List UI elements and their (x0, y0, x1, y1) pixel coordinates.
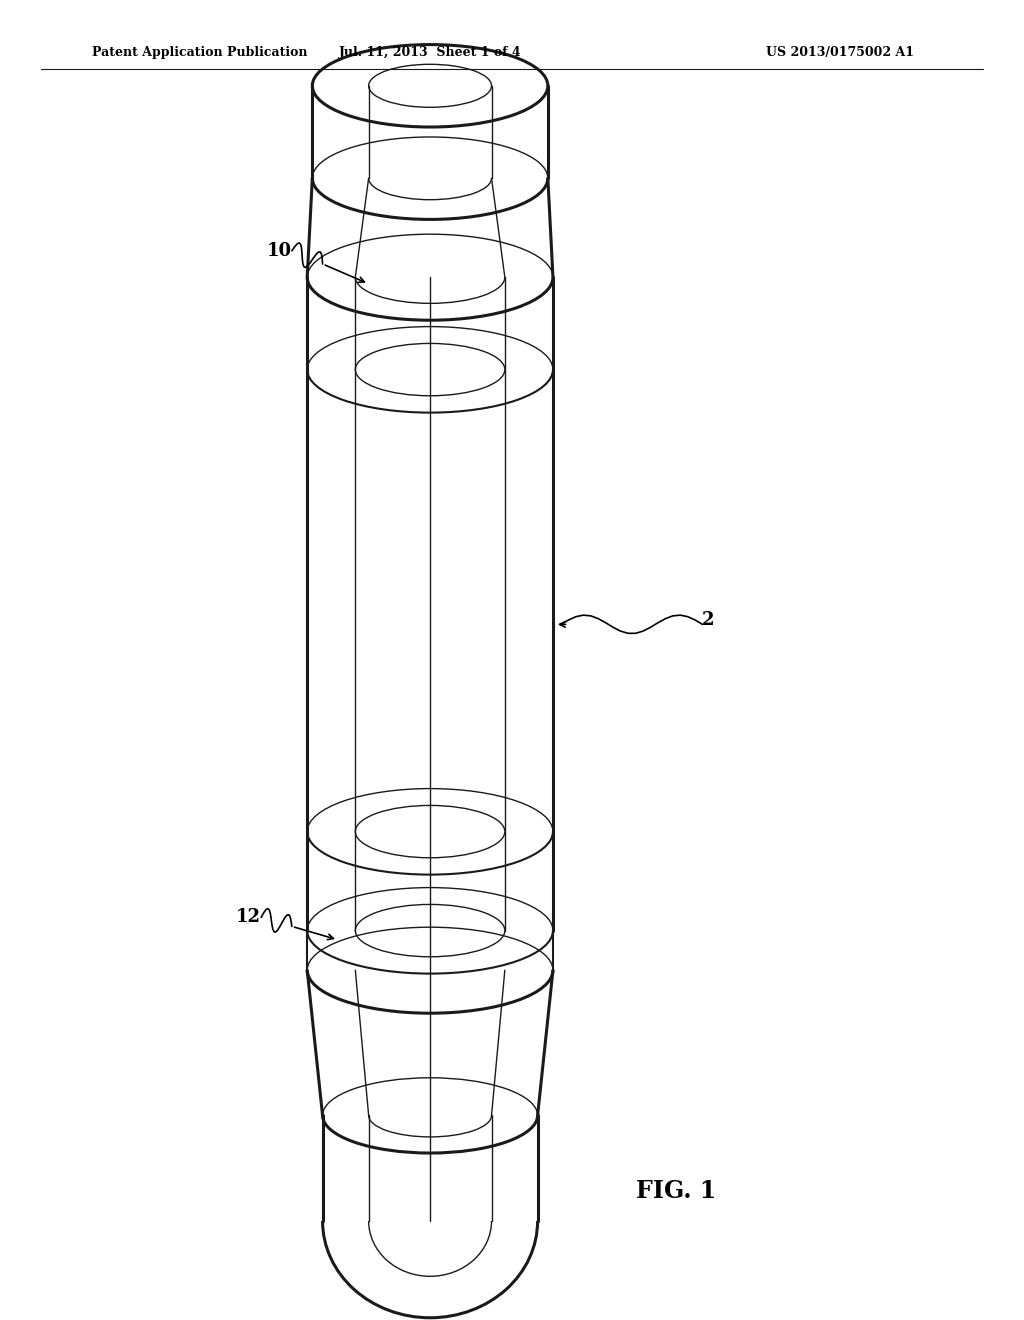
Text: 2: 2 (701, 611, 714, 630)
Text: 10: 10 (266, 242, 292, 260)
Text: Jul. 11, 2013  Sheet 1 of 4: Jul. 11, 2013 Sheet 1 of 4 (339, 46, 521, 59)
Text: US 2013/0175002 A1: US 2013/0175002 A1 (766, 46, 913, 59)
Text: FIG. 1: FIG. 1 (636, 1179, 716, 1203)
Text: Patent Application Publication: Patent Application Publication (92, 46, 307, 59)
Text: 12: 12 (237, 908, 261, 927)
